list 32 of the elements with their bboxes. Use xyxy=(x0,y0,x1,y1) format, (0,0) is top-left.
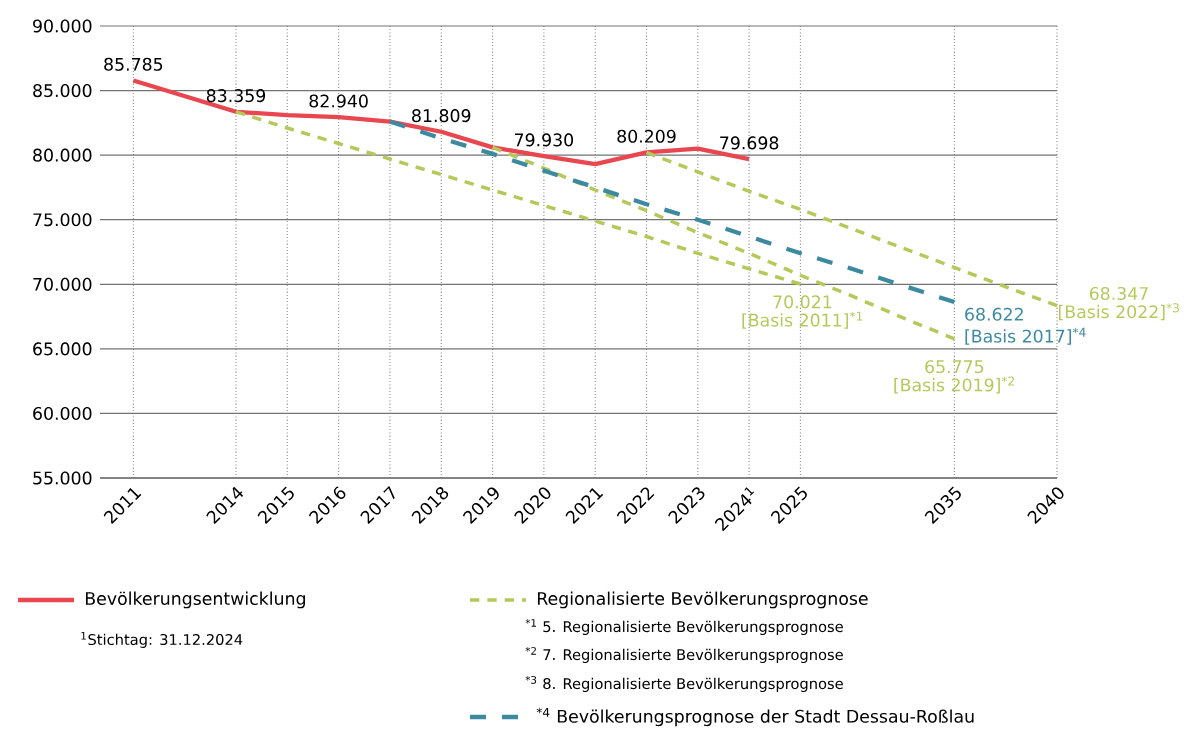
annotation: [Basis 2011]$^{*1}$ xyxy=(742,311,863,329)
data-label: 83.359 xyxy=(206,89,266,103)
y-tick-label: 75.000 xyxy=(33,213,92,227)
y-tick-label: 60.000 xyxy=(33,406,92,420)
legend-label: Bevölkerungsentwicklung xyxy=(85,591,305,609)
data-label: 82.940 xyxy=(309,94,368,108)
text: $^{*2}$ 7. Regionalisierte Bevölkerungsprognose xyxy=(525,647,843,663)
line-series xyxy=(234,110,803,286)
data-label: 81.809 xyxy=(412,109,471,123)
y-tick-label: 55.000 xyxy=(33,471,92,485)
annotation: [Basis 2017]$^{*4}$ xyxy=(965,327,1086,345)
annotation: [Basis 2019]$^{*2}$ xyxy=(894,376,1014,394)
text: $^{*3}$ 8. Regionalisierte Bevölkerungsprognose xyxy=(525,676,843,692)
y-tick-label: 65.000 xyxy=(33,342,92,356)
y-tick-label: 90.000 xyxy=(33,19,92,33)
y-tick-label: 80.000 xyxy=(33,148,92,162)
data-label: 65.775 xyxy=(925,360,984,374)
data-label: 79.930 xyxy=(514,133,574,147)
line-series xyxy=(644,150,1059,308)
y-tick-label: 70.000 xyxy=(33,277,92,291)
data-label: 68.622 xyxy=(965,307,1023,321)
annotation: [Basis 2022]$^{*3}$ xyxy=(1058,303,1179,321)
data-label: 70.021 xyxy=(773,295,832,309)
data-label: 80.209 xyxy=(617,129,676,143)
data-label: 68.347 xyxy=(1089,286,1148,301)
legend-label: $^{*4}$ Bevölkerungsprognose der Stadt Dessau-Roßlau xyxy=(536,707,974,727)
text: $^{*1}$ 5. Regionalisierte Bevölkerungsprognose xyxy=(525,619,843,635)
y-tick-label: 85.000 xyxy=(33,84,92,98)
data-label: 79.698 xyxy=(720,136,779,150)
legend-label: Regionalisierte Bevölkerungsprognose xyxy=(537,591,868,609)
text: $^{1}$Stichtag: 31.12.2024 xyxy=(81,632,243,648)
data-label: 85.785 xyxy=(104,57,163,71)
